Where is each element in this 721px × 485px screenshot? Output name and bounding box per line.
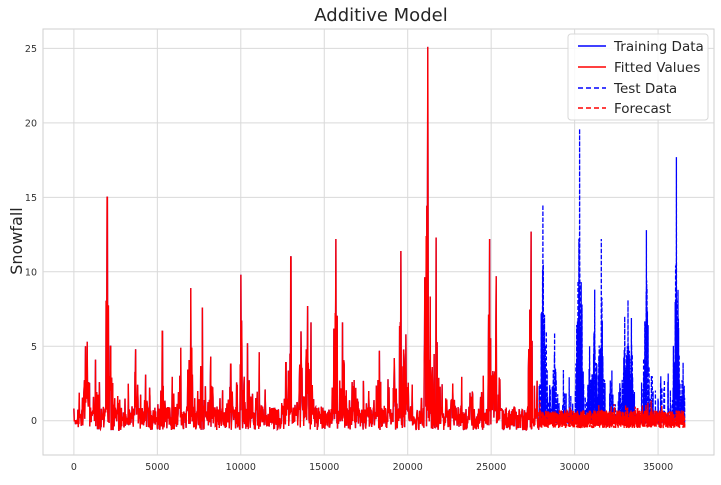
- x-tick-label: 15000: [309, 462, 339, 473]
- x-tick-label: 30000: [560, 462, 590, 473]
- x-tick-label: 35000: [643, 462, 673, 473]
- series-forecast: [538, 399, 686, 429]
- y-tick-label: 0: [31, 416, 37, 427]
- y-tick-label: 20: [25, 118, 37, 129]
- legend-label-test: Test Data: [613, 81, 677, 97]
- series-layer: [73, 46, 686, 432]
- x-tick-label: 25000: [476, 462, 506, 473]
- x-tick-label: 5000: [145, 462, 169, 473]
- y-tick-label: 10: [25, 267, 37, 278]
- legend-label-forecast: Forecast: [614, 101, 671, 117]
- x-tick-label: 20000: [393, 462, 423, 473]
- x-tick-label: 10000: [226, 462, 256, 473]
- y-axis-label: Snowfall: [7, 207, 26, 275]
- legend-label-training: Training Data: [613, 39, 704, 55]
- series-fitted-values: [73, 46, 540, 432]
- y-tick-label: 25: [25, 44, 37, 55]
- legend-box: [567, 33, 709, 121]
- chart-title: Additive Model: [314, 5, 447, 26]
- tick-labels: 0 5000 10000 15000 20000 25000 30000 35000 0 5 10 1…: [25, 44, 673, 473]
- legend: Training Data Fitted Values Test Data Fo…: [567, 33, 709, 121]
- legend-label-fitted: Fitted Values: [614, 60, 700, 76]
- y-tick-label: 15: [25, 193, 37, 204]
- x-tick-label: 0: [71, 462, 77, 473]
- y-tick-label: 5: [31, 342, 37, 353]
